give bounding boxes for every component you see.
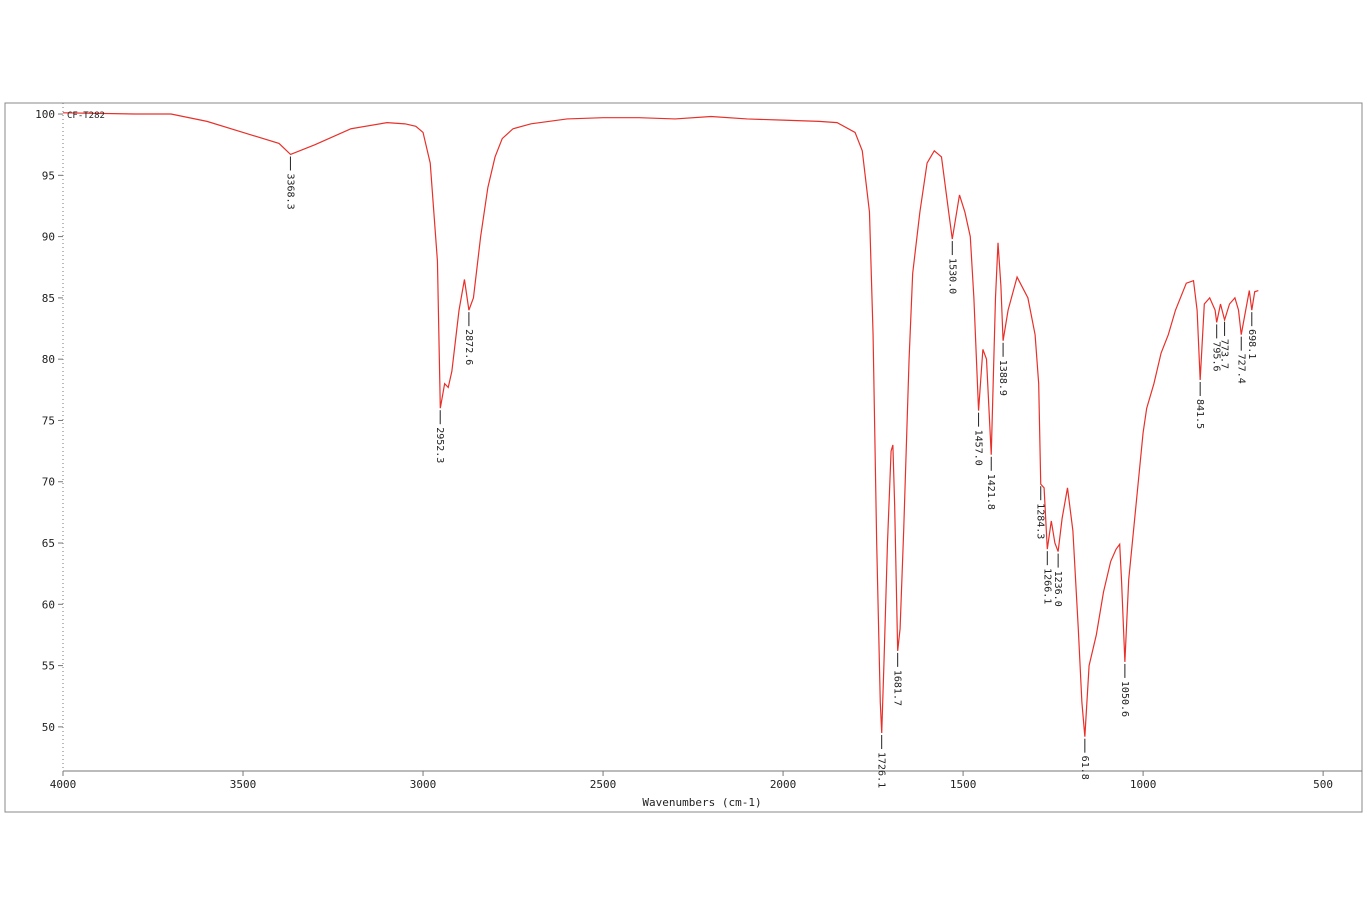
- legend-label: CF-T282: [67, 111, 105, 121]
- x-tick-label: 500: [1313, 778, 1333, 791]
- peak-label: 1236.0: [1052, 571, 1063, 607]
- y-tick-label: 70: [42, 476, 55, 489]
- y-tick-label: 85: [42, 292, 55, 305]
- peak-label: 1284.3: [1035, 503, 1046, 539]
- y-tick-label: 95: [42, 169, 55, 182]
- y-tick-label: 55: [42, 660, 55, 673]
- peak-label: 1726.1: [876, 752, 887, 788]
- y-tick-label: 90: [42, 231, 55, 244]
- peak-label: 795.6: [1211, 341, 1222, 371]
- peak-label: 2872.6: [463, 329, 474, 365]
- peak-label: 61.8: [1079, 756, 1090, 780]
- y-tick-label: 60: [42, 598, 55, 611]
- x-tick-label: 2000: [770, 778, 797, 791]
- y-tick-label: 65: [42, 537, 55, 550]
- peak-label: 773.7: [1219, 339, 1230, 369]
- peak-label: 1050.6: [1119, 681, 1130, 717]
- peak-label: 1457.0: [973, 430, 984, 466]
- x-tick-label: 1000: [1130, 778, 1157, 791]
- x-axis-label: Wavenumbers (cm-1): [642, 796, 761, 809]
- x-tick-label: 3000: [410, 778, 437, 791]
- y-tick-label: 100: [35, 108, 55, 121]
- peak-label: 727.4: [1235, 354, 1246, 384]
- spectrum-line: [62, 112, 1259, 737]
- x-tick-label: 3500: [230, 778, 257, 791]
- peak-label: 1388.9: [997, 360, 1008, 396]
- y-tick-label: 75: [42, 414, 55, 427]
- peak-label: 1421.8: [985, 474, 996, 510]
- peak-label: 698.1: [1246, 329, 1257, 359]
- peak-label: 3368.3: [284, 173, 295, 209]
- peak-label: 841.5: [1194, 399, 1205, 429]
- x-tick-label: 4000: [50, 778, 77, 791]
- y-tick-label: 80: [42, 353, 55, 366]
- peak-label: 1266.1: [1041, 568, 1052, 604]
- x-tick-label: 2500: [590, 778, 617, 791]
- peak-label: 1530.0: [946, 258, 957, 294]
- x-tick-label: 1500: [950, 778, 977, 791]
- y-tick-label: 50: [42, 721, 55, 734]
- frame: [4, 102, 1363, 813]
- peak-label: 1681.7: [892, 670, 903, 706]
- peak-label: 2952.3: [434, 427, 445, 463]
